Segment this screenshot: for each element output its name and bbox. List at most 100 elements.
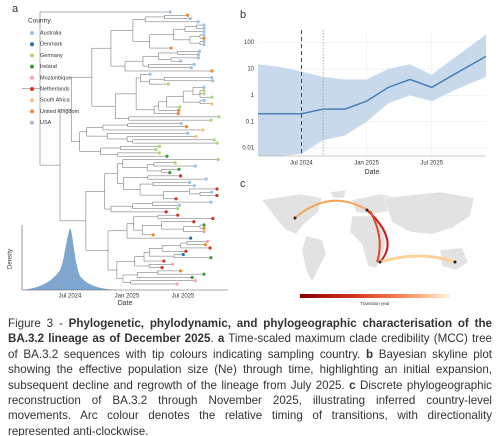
tip: [188, 180, 192, 185]
tip: [208, 246, 212, 250]
tip: [196, 56, 200, 60]
tip: [166, 82, 170, 86]
caption-text: a: [217, 332, 225, 346]
legend-marker: [30, 87, 34, 91]
location-points: [293, 208, 457, 264]
tip: [177, 108, 181, 112]
tip: [179, 59, 183, 63]
tip: [164, 210, 168, 214]
x-tick-label: Jul 2024: [59, 294, 82, 300]
y-tick-label: 0.1: [246, 119, 255, 125]
line: [258, 55, 487, 115]
legend-label: Germany: [40, 53, 63, 59]
tip: [184, 249, 188, 253]
tip: [202, 89, 206, 93]
x-tick-label: Jul 2024: [290, 161, 313, 167]
caption-text: Time-scaled maximum clade credibility (M…: [8, 332, 492, 361]
tip: [169, 46, 173, 50]
tip: [201, 128, 205, 132]
legend-label: USA: [40, 120, 52, 126]
tip: [210, 75, 214, 80]
x-axis-label: Date: [118, 300, 133, 307]
tip: [176, 111, 180, 116]
legend-marker: [30, 75, 34, 80]
figure: a Density Date Jul 2024 Jan 2025 Jul 202…: [8, 3, 487, 307]
caption-text: c: [349, 378, 356, 392]
tip: [189, 236, 193, 240]
x-tick-label: Jan 2025: [115, 294, 140, 300]
skyline-plot: b 0.01 0.1 1 10 100 Jul 2024 Jan 2025 Jul 2025 D…: [240, 9, 487, 176]
legend-marker: [30, 31, 34, 35]
tip: [192, 62, 196, 67]
tip: [217, 115, 221, 119]
x-tick-label: Jul 2025: [420, 161, 443, 167]
colorbar: [300, 294, 450, 298]
tip: [194, 134, 198, 139]
legend-title: Country: [28, 18, 52, 25]
legend-marker: [30, 53, 34, 58]
caption-text: Phylogenetic, phylodynamic, and phylogeo…: [8, 317, 492, 346]
tip: [215, 193, 219, 198]
caption-text: Discrete phylogeographic reconstruction …: [8, 378, 492, 436]
tip: [157, 144, 162, 148]
tip: [193, 279, 197, 283]
tip: [211, 216, 215, 221]
y-tick-label: 1: [251, 93, 255, 99]
legend-marker: [30, 42, 34, 47]
tip: [157, 151, 161, 155]
tip: [186, 131, 190, 135]
tip: [168, 10, 172, 14]
tip: [196, 53, 201, 57]
tip: [202, 92, 206, 96]
tip: [202, 23, 206, 27]
legend-label: Netherlands: [40, 86, 70, 92]
y-tick-label: 10: [247, 67, 254, 73]
tip: [209, 118, 213, 122]
tip: [202, 223, 206, 227]
tip: [175, 282, 179, 286]
tip: [210, 69, 214, 73]
tip: [178, 105, 182, 109]
tip: [177, 203, 182, 207]
tip: [184, 125, 189, 129]
legend-marker: [30, 109, 34, 114]
caption-text: Figure 3 -: [8, 317, 69, 330]
tip: [148, 72, 152, 76]
phylogenetic-tree: [22, 10, 221, 286]
tip: [178, 174, 183, 178]
tip: [190, 275, 194, 280]
tip: [202, 43, 206, 47]
y-tick-label: 0.01: [242, 146, 254, 152]
tip: [151, 233, 155, 237]
tip: [154, 148, 158, 152]
tip: [215, 141, 219, 145]
figure-caption: Figure 3 - Phylogenetic, phylodynamic, a…: [8, 316, 492, 436]
tip: [202, 36, 206, 40]
tip: [168, 170, 172, 175]
tip: [202, 39, 206, 44]
tip: [174, 197, 178, 201]
legend-label: Mozambique: [40, 75, 72, 81]
tip: [202, 98, 206, 103]
tip: [179, 269, 183, 273]
tip: [165, 154, 169, 158]
tip: [160, 266, 164, 270]
world-map: [261, 189, 475, 283]
legend-label: South Africa: [40, 98, 71, 104]
tip: [215, 187, 219, 191]
tip: [210, 79, 215, 83]
tip: [162, 259, 166, 263]
legend-marker: [30, 64, 34, 69]
tip: [193, 164, 197, 168]
tip: [189, 66, 194, 70]
tip: [212, 138, 216, 142]
tip: [202, 30, 206, 34]
tip: [197, 49, 202, 53]
tip: [188, 16, 192, 21]
tip: [202, 33, 206, 37]
tip: [206, 239, 210, 243]
tip: [209, 200, 213, 204]
tip: [216, 157, 220, 162]
tip: [196, 20, 200, 24]
panel-label: c: [240, 178, 246, 190]
